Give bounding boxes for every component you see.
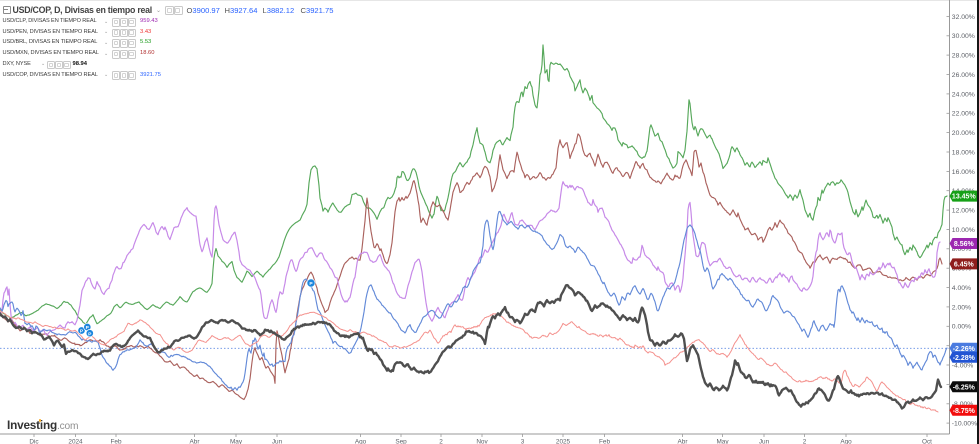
- svg-text:3: 3: [521, 439, 525, 444]
- svg-text:Jun: Jun: [272, 439, 283, 444]
- svg-text:2.00%: 2.00%: [952, 304, 971, 311]
- svg-text:May: May: [230, 439, 243, 444]
- svg-text:Abr: Abr: [190, 439, 201, 444]
- svg-text:Feb: Feb: [599, 439, 610, 444]
- svg-text:28.00%: 28.00%: [952, 53, 975, 60]
- svg-text:13.45%: 13.45%: [952, 194, 977, 201]
- svg-text:-2.28%: -2.28%: [953, 355, 976, 362]
- svg-text:2: 2: [439, 439, 443, 444]
- svg-text:32.00%: 32.00%: [952, 14, 975, 21]
- svg-text:P: P: [80, 329, 84, 335]
- svg-text:2024: 2024: [68, 439, 83, 444]
- svg-text:Ago: Ago: [840, 439, 852, 444]
- svg-text:Feb: Feb: [110, 439, 121, 444]
- svg-text:-8.00%: -8.00%: [952, 401, 974, 408]
- svg-text:2025: 2025: [556, 439, 571, 444]
- svg-text:2: 2: [803, 439, 807, 444]
- svg-text:12.00%: 12.00%: [952, 208, 975, 215]
- svg-text:6.45%: 6.45%: [954, 262, 975, 269]
- svg-text:Oct: Oct: [922, 439, 932, 444]
- svg-text:P: P: [309, 281, 313, 287]
- svg-text:10.00%: 10.00%: [952, 227, 975, 234]
- svg-text:Abr: Abr: [678, 439, 689, 444]
- svg-text:22.00%: 22.00%: [952, 111, 975, 118]
- svg-text:16.00%: 16.00%: [952, 169, 975, 176]
- svg-text:-4.00%: -4.00%: [952, 362, 974, 369]
- svg-text:Dic: Dic: [29, 439, 39, 444]
- svg-text:Ago: Ago: [355, 439, 367, 444]
- svg-text:20.00%: 20.00%: [952, 130, 975, 137]
- svg-text:24.00%: 24.00%: [952, 91, 975, 98]
- svg-text:8.56%: 8.56%: [954, 241, 975, 248]
- svg-text:May: May: [716, 439, 729, 444]
- svg-text:Sep: Sep: [395, 439, 407, 444]
- svg-text:0.00%: 0.00%: [952, 324, 971, 331]
- svg-text:-6.25%: -6.25%: [953, 384, 976, 391]
- svg-text:4.00%: 4.00%: [952, 285, 971, 292]
- svg-text:30.00%: 30.00%: [952, 33, 975, 40]
- svg-text:P: P: [88, 331, 92, 337]
- svg-text:-10.00%: -10.00%: [952, 421, 977, 428]
- svg-text:-8.75%: -8.75%: [953, 408, 976, 415]
- svg-text:18.00%: 18.00%: [952, 149, 975, 156]
- svg-text:Jun: Jun: [759, 439, 770, 444]
- svg-text:Nov: Nov: [476, 439, 488, 444]
- svg-text:26.00%: 26.00%: [952, 72, 975, 79]
- svg-text:-2.26%: -2.26%: [953, 346, 976, 353]
- svg-text:P: P: [86, 325, 90, 331]
- svg-text:8.00%: 8.00%: [952, 246, 971, 253]
